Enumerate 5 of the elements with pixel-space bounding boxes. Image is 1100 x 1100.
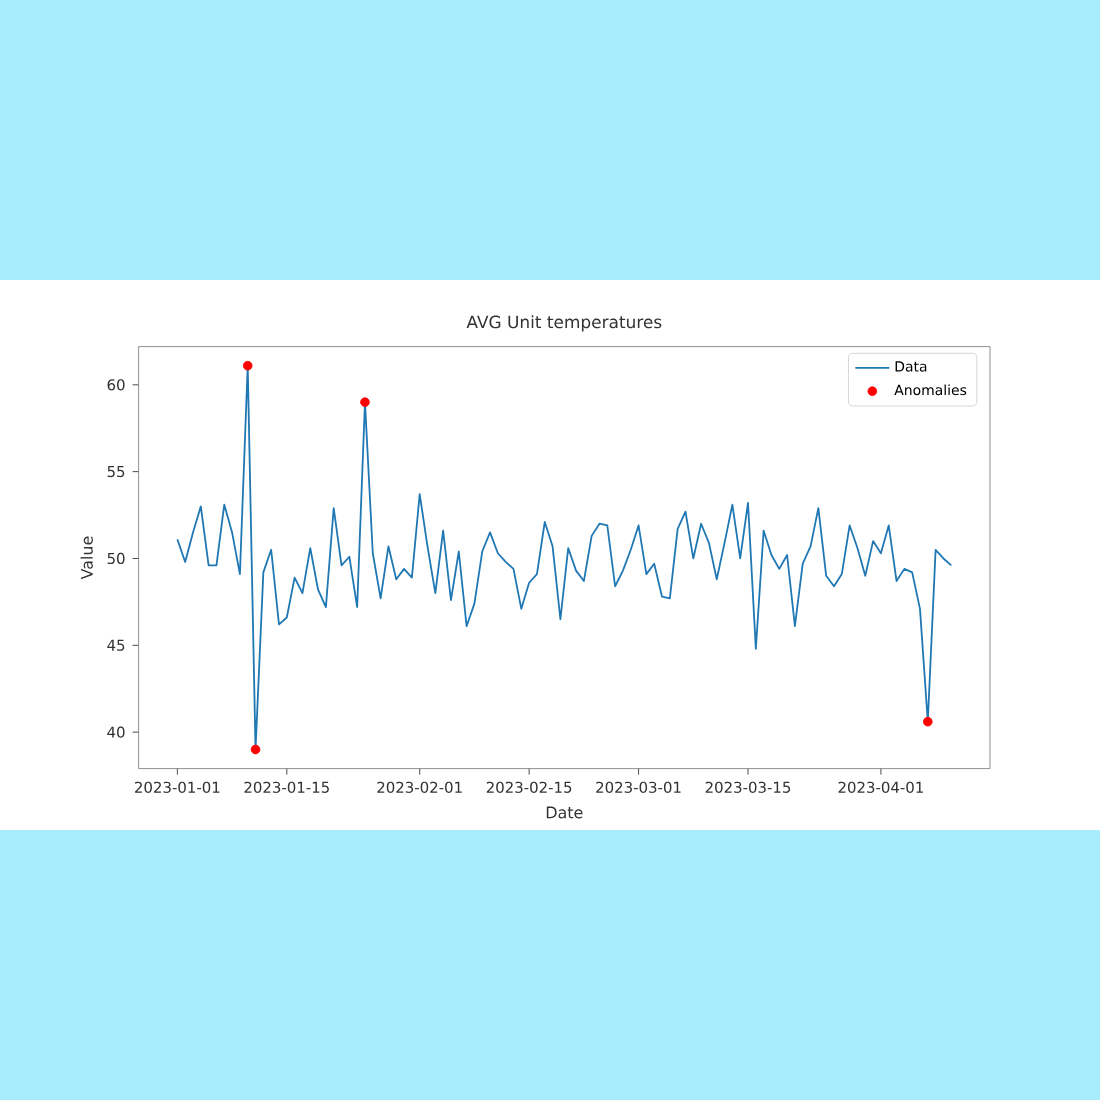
- point: [250, 744, 261, 755]
- chart-title: AVG Unit temperatures: [466, 315, 662, 332]
- point: [923, 716, 933, 727]
- point: [360, 397, 370, 407]
- point: [242, 360, 253, 371]
